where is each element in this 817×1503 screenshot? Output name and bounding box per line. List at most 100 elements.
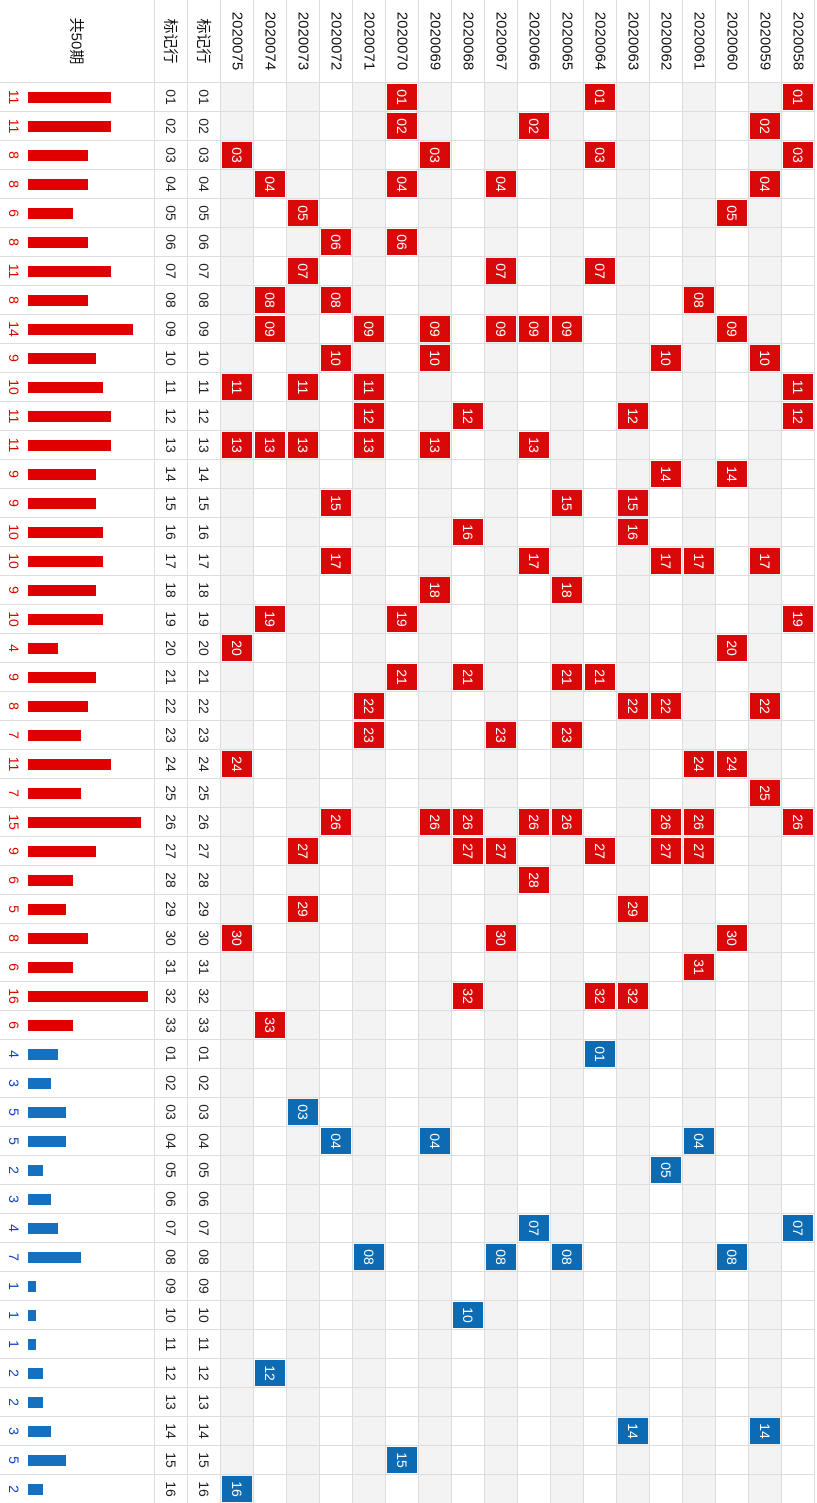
grid-cell	[683, 1069, 716, 1098]
red-row-label-cell: 23	[155, 721, 188, 750]
red-ball-number: 19	[790, 611, 806, 627]
red-count-label: 5	[3, 901, 25, 917]
grid-cell	[452, 315, 485, 344]
grid-cell	[452, 1243, 485, 1272]
red-row-label-cell: 09	[155, 315, 188, 344]
grid-cell	[287, 489, 320, 518]
grid-cell	[683, 576, 716, 605]
grid-cell	[452, 1446, 485, 1475]
grid-cell	[716, 170, 749, 199]
red-frequency-bar	[28, 846, 96, 857]
grid-cell	[254, 431, 287, 460]
blue-count-label: 4	[3, 1220, 25, 1236]
red-ball-marker: 17	[684, 548, 714, 574]
red-ball-number: 04	[262, 176, 278, 192]
grid-cell	[320, 866, 353, 895]
period-header: 2020074	[254, 0, 287, 83]
red-ball-marker: 23	[354, 722, 384, 748]
red-count-text: 9	[6, 673, 22, 681]
blue-ball-marker: 08	[486, 1244, 516, 1270]
grid-cell	[551, 199, 584, 228]
grid-cell	[320, 402, 353, 431]
red-count-text: 11	[6, 89, 22, 105]
grid-cell	[782, 1388, 815, 1417]
grid-cell	[584, 953, 617, 982]
blue-stat-cell: 3	[0, 1417, 155, 1446]
grid-cell	[749, 1127, 782, 1156]
grid-cell	[353, 1475, 386, 1503]
grid-cell	[320, 286, 353, 315]
grid-cell	[221, 1098, 254, 1127]
blue-row-label-cell: 10	[155, 1301, 188, 1330]
grid-cell	[320, 1069, 353, 1098]
red-count-text: 15	[6, 814, 22, 830]
red-ball-number: 04	[757, 176, 773, 192]
red-frequency-bar	[28, 817, 141, 828]
grid-cell	[716, 315, 749, 344]
grid-cell	[287, 1011, 320, 1040]
grid-cell	[452, 924, 485, 953]
red-row-number: 08	[163, 292, 179, 308]
period-header: 2020064	[584, 0, 617, 83]
red-row-number: 05	[196, 205, 212, 221]
red-ball-number: 06	[328, 234, 344, 250]
red-ball-marker: 06	[387, 229, 417, 255]
grid-cell	[749, 373, 782, 402]
red-ball-marker: 26	[552, 809, 582, 835]
red-ball-number: 01	[790, 89, 806, 105]
red-row-label-cell: 05	[188, 199, 221, 228]
blue-row-label-cell: 06	[155, 1185, 188, 1214]
red-ball-marker: 08	[255, 287, 285, 313]
blue-row-number: 02	[196, 1075, 212, 1091]
period-header: 2020071	[353, 0, 386, 83]
red-row-number: 02	[196, 118, 212, 134]
grid-cell	[320, 373, 353, 402]
red-row-label-cell: 28	[155, 866, 188, 895]
grid-cell	[353, 141, 386, 170]
grid-cell	[386, 1098, 419, 1127]
red-stat-cell: 14	[0, 315, 155, 344]
grid-cell	[485, 634, 518, 663]
grid-cell	[320, 663, 353, 692]
red-row-label-cell: 21	[155, 663, 188, 692]
grid-cell	[782, 344, 815, 373]
grid-cell	[617, 1359, 650, 1388]
grid-cell	[551, 634, 584, 663]
grid-cell	[485, 1011, 518, 1040]
grid-cell	[320, 1359, 353, 1388]
grid-cell	[518, 141, 551, 170]
grid-cell	[254, 634, 287, 663]
grid-cell	[287, 170, 320, 199]
red-ball-number: 21	[394, 669, 410, 685]
blue-stat-cell: 1	[0, 1272, 155, 1301]
red-count-text: 6	[6, 963, 22, 971]
grid-cell	[749, 634, 782, 663]
red-ball-number: 27	[691, 843, 707, 859]
red-count-label: 8	[3, 176, 25, 192]
grid-cell	[254, 1185, 287, 1214]
grid-cell	[485, 286, 518, 315]
grid-cell	[584, 808, 617, 837]
grid-cell	[287, 547, 320, 576]
red-ball-marker: 26	[783, 809, 813, 835]
grid-cell	[551, 1011, 584, 1040]
grid-cell	[452, 170, 485, 199]
red-row-label-cell: 13	[155, 431, 188, 460]
grid-cell	[386, 112, 419, 141]
grid-cell	[254, 1272, 287, 1301]
red-row-label-cell: 17	[188, 547, 221, 576]
grid-cell	[683, 866, 716, 895]
grid-cell	[749, 1040, 782, 1069]
red-count-label: 11	[3, 118, 25, 134]
red-ball-marker: 32	[453, 983, 483, 1009]
grid-cell	[650, 1388, 683, 1417]
red-row-number: 29	[163, 901, 179, 917]
red-count-text: 10	[6, 553, 22, 569]
grid-cell	[254, 1330, 287, 1359]
grid-cell	[650, 199, 683, 228]
blue-ball-number: 14	[757, 1423, 773, 1439]
red-row-label-cell: 14	[188, 460, 221, 489]
red-ball-number: 11	[295, 379, 311, 395]
grid-cell	[254, 1098, 287, 1127]
